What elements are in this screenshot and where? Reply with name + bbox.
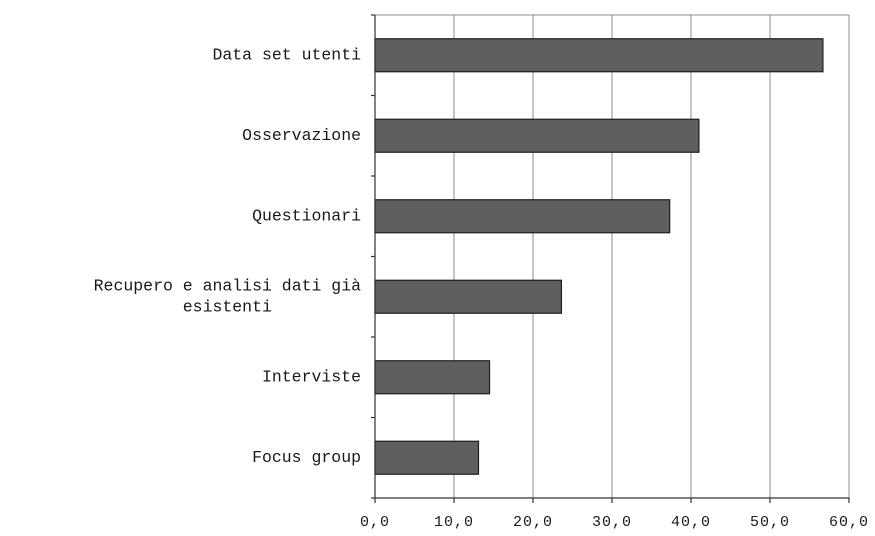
category-label-5: Focus group xyxy=(252,448,361,467)
bar-1 xyxy=(374,118,700,153)
x-tick-label-4: 40,0 xyxy=(671,514,711,531)
bar-4 xyxy=(374,360,491,395)
bar-3 xyxy=(374,279,563,314)
bar-0 xyxy=(374,38,824,73)
category-label-0: Data set utenti xyxy=(212,46,361,65)
category-label-2: Questionari xyxy=(252,207,361,226)
grid xyxy=(371,14,850,503)
x-tick-label-3: 30,0 xyxy=(592,514,632,531)
category-label-3-line-1: esistenti xyxy=(183,298,272,317)
category-label-3-line-0: Recupero e analisi dati già xyxy=(94,277,361,296)
x-tick-labels: 0,0 10,0 20,0 30,0 40,0 50,0 60,0 xyxy=(360,514,869,531)
x-tick-label-2: 20,0 xyxy=(513,514,553,531)
bar-5 xyxy=(374,440,480,475)
x-tick-label-5: 50,0 xyxy=(750,514,790,531)
axes xyxy=(374,15,849,499)
x-tick-label-0: 0,0 xyxy=(360,514,390,531)
category-labels: Data set utenti Osservazione Questionari Re… xyxy=(94,46,361,468)
category-label-1: Osservazione xyxy=(242,126,361,145)
x-tick-label-6: 60,0 xyxy=(829,514,869,531)
x-tick-label-1: 10,0 xyxy=(434,514,474,531)
bar-2 xyxy=(374,199,671,234)
category-label-4: Interviste xyxy=(262,368,361,387)
bars xyxy=(374,38,824,475)
